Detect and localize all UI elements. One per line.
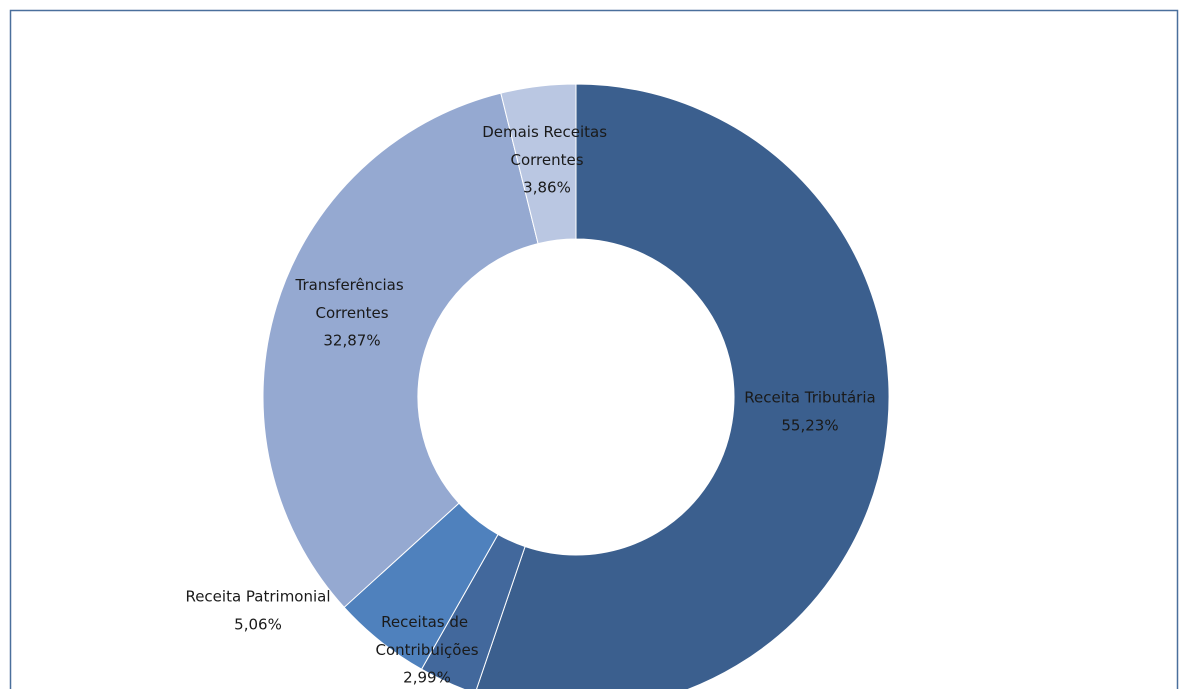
slice-category-label: Demais Receitas Correntes	[482, 123, 612, 169]
slice-category-label: Receita Tributária	[744, 389, 875, 407]
slice-value-label: 2,99%	[403, 669, 451, 687]
slice-category-label: Transferências Correntes	[295, 276, 409, 322]
slice-category-label: Receitas de Contribuições	[375, 613, 478, 659]
label-line: Receitas de	[381, 613, 473, 631]
slice-value-label: 3,86%	[523, 179, 571, 197]
slice-value-label: 55,23%	[781, 417, 838, 435]
label-line: Contribuições	[375, 641, 478, 659]
label-line: Correntes	[315, 304, 388, 322]
slice-value-label: 32,87%	[323, 332, 380, 350]
donut-slice	[262, 92, 539, 609]
slices	[262, 83, 890, 689]
label-line: Transferências	[295, 276, 409, 294]
slice-category-label: Receita Patrimonial	[185, 588, 330, 606]
donut-slice	[476, 83, 890, 689]
label-line: Correntes	[510, 151, 583, 169]
labels: Receita Tributária 55,23% Receitas de Cont…	[185, 123, 875, 687]
slice-value-label: 5,06%	[234, 616, 282, 634]
label-line: Demais Receitas	[482, 123, 612, 141]
chart-frame	[9, 9, 1179, 689]
donut-slice	[500, 83, 577, 245]
